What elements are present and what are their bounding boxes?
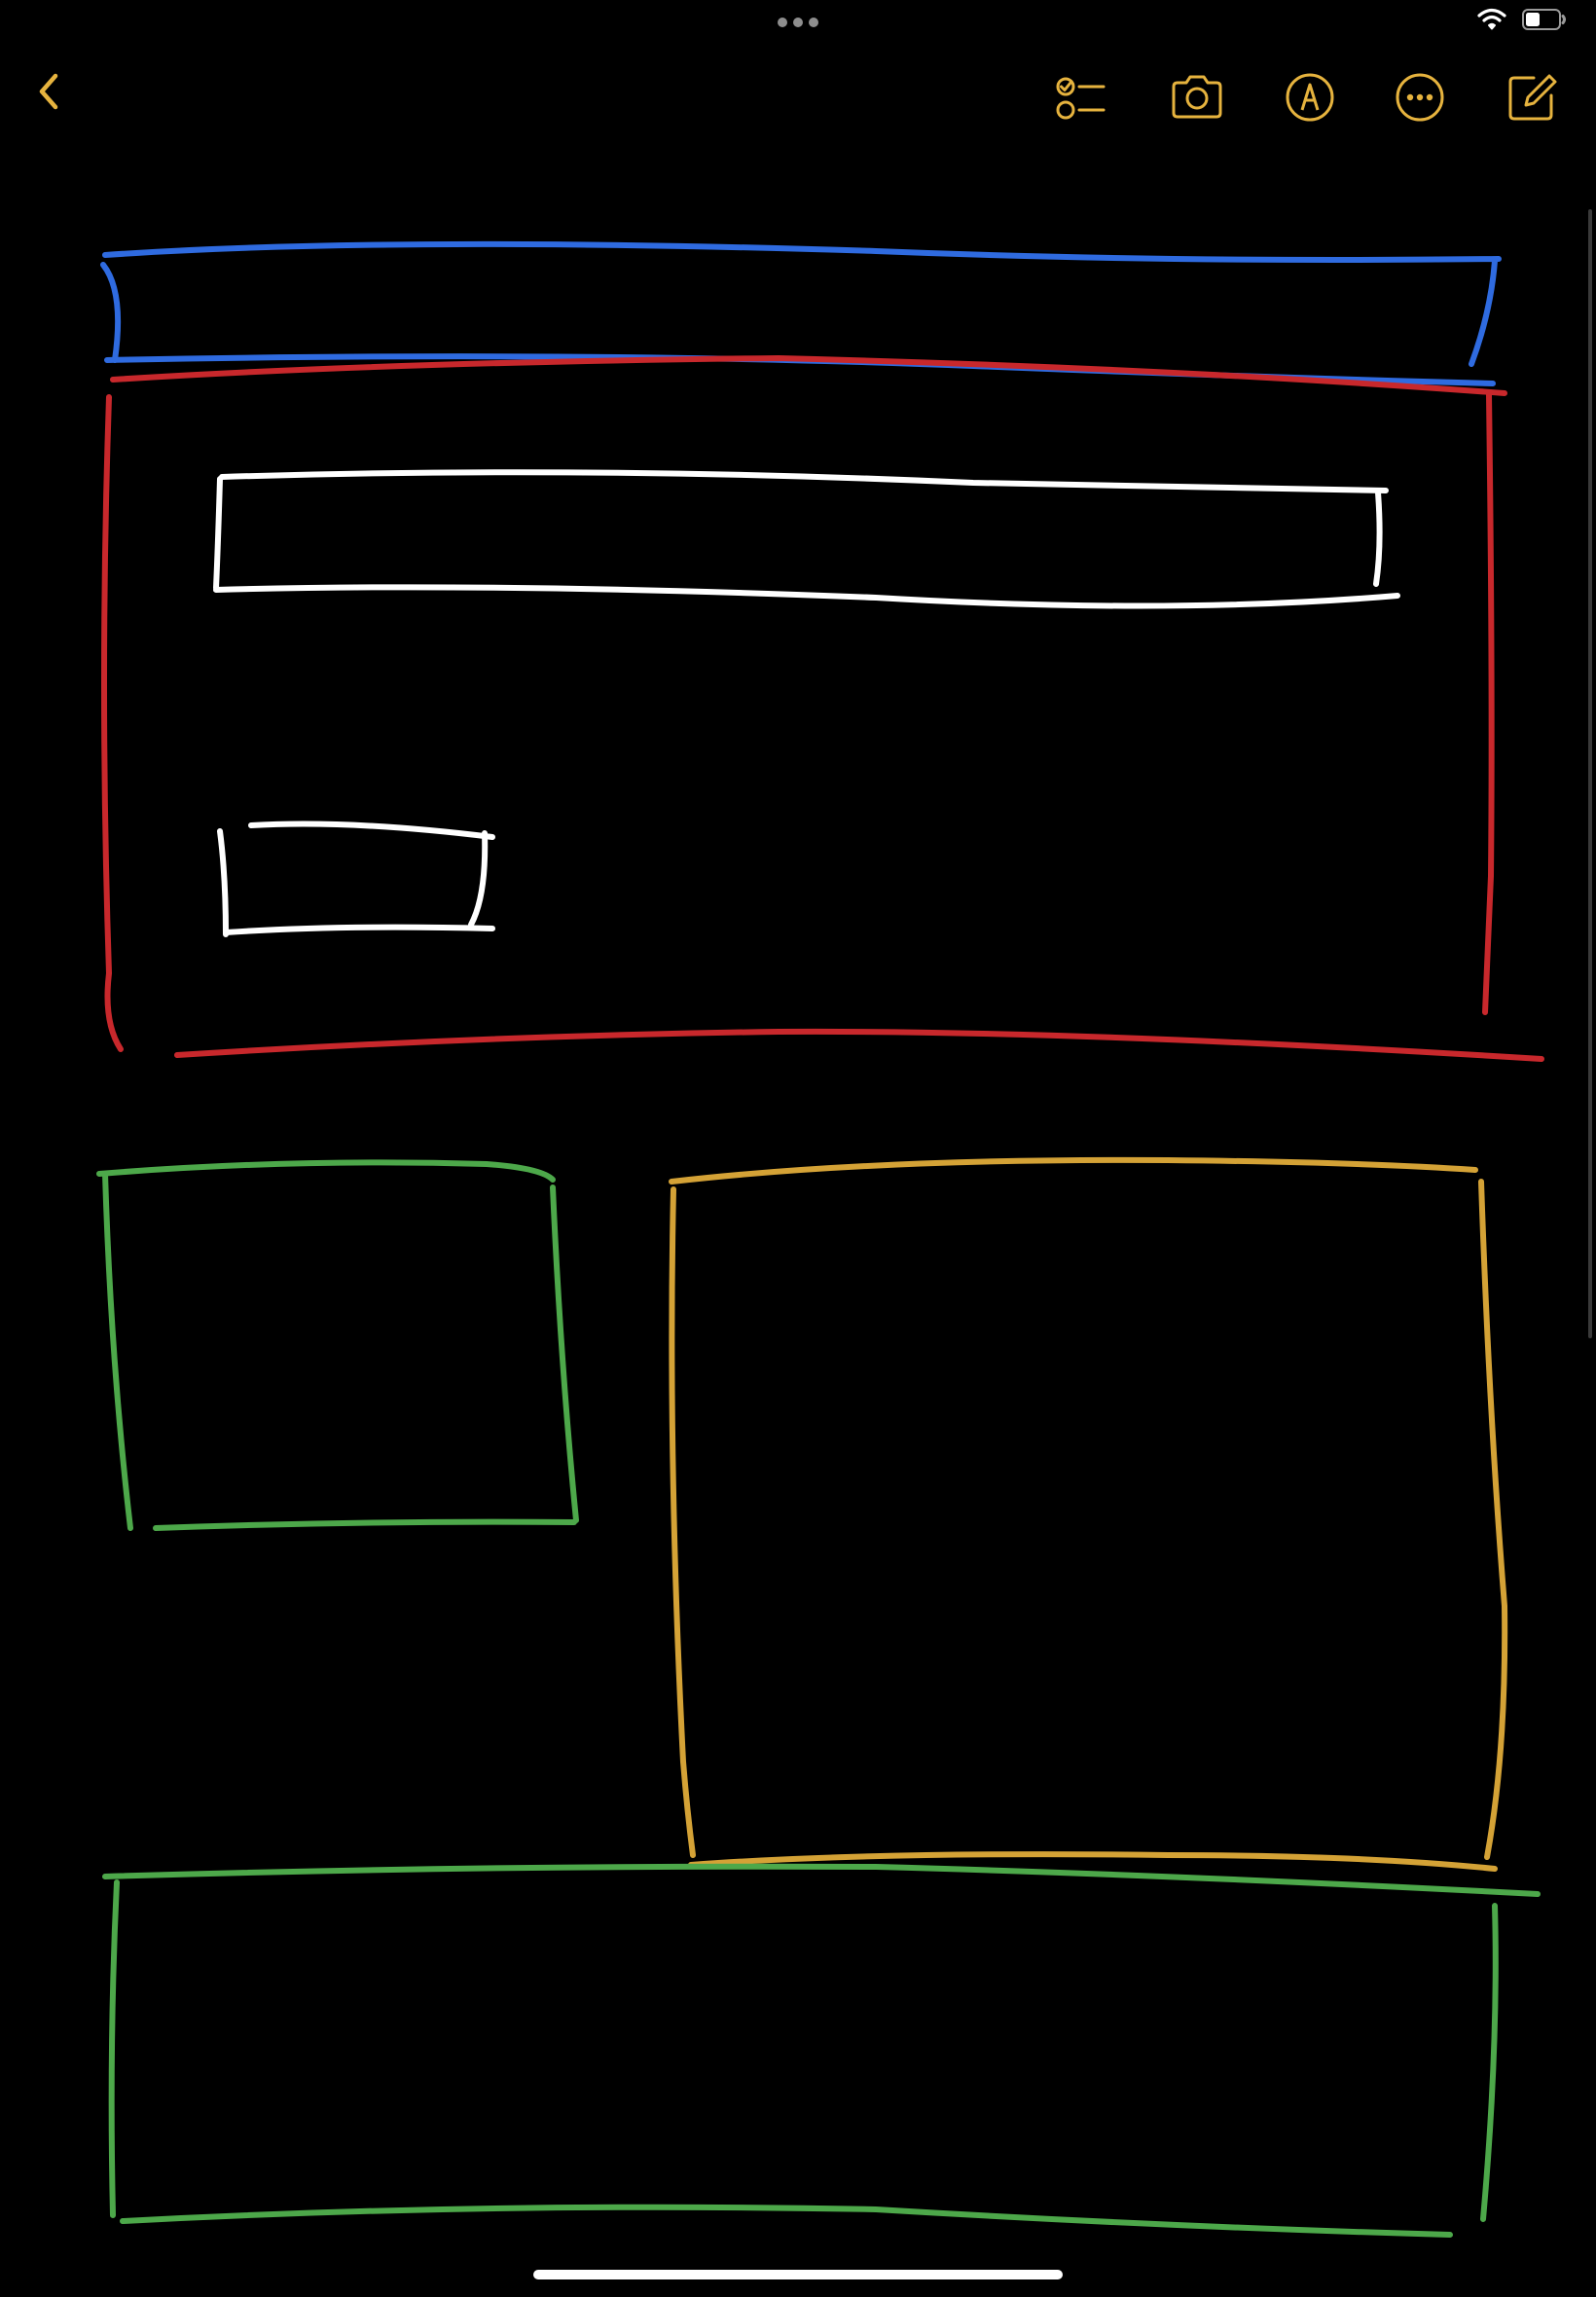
- button-box: [217, 820, 495, 937]
- more-icon[interactable]: [1393, 70, 1447, 125]
- checklist-icon[interactable]: [1053, 70, 1107, 125]
- footer-box: [102, 1863, 1541, 2238]
- home-indicator[interactable]: [533, 2270, 1063, 2279]
- status-bar: [0, 0, 1596, 49]
- data-table-box: [96, 1159, 579, 1531]
- filter-section-outline: [101, 355, 1544, 1062]
- filter-bar-box: [213, 469, 1400, 609]
- wifi-icon: [1477, 8, 1506, 30]
- camera-icon[interactable]: [1170, 70, 1224, 125]
- compose-icon[interactable]: [1505, 70, 1559, 125]
- markup-icon[interactable]: [1283, 70, 1337, 125]
- battery-icon: [1522, 9, 1566, 30]
- status-right: [1477, 8, 1567, 31]
- title-box-outline: [100, 240, 1502, 386]
- chevron-left-icon: [39, 73, 58, 110]
- scroll-indicator[interactable]: [1588, 209, 1592, 1338]
- bar-graph-box: [669, 1156, 1508, 1872]
- multitasking-dots-icon[interactable]: [776, 16, 820, 29]
- back-button[interactable]: [37, 72, 74, 111]
- navigation-bar: [0, 58, 1596, 136]
